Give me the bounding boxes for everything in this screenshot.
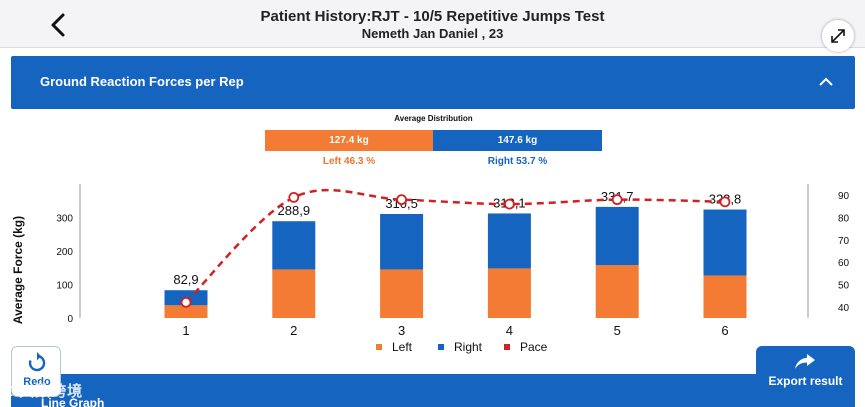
legend-left-swatch: [376, 344, 382, 350]
bar-total-label: 82,9: [173, 272, 198, 287]
legend-pace-swatch: [504, 344, 510, 350]
x-tick-label: 1: [182, 323, 189, 338]
line-graph-section[interactable]: Line Graph: [11, 374, 855, 407]
bar-left: [380, 269, 424, 318]
left-percent: Left 46.3 %: [322, 156, 376, 167]
watermark-text: Σ 大数跨境: [4, 383, 84, 400]
x-tick-label: 2: [290, 323, 297, 338]
legend-left: Left: [376, 340, 412, 354]
legend-pace: Pace: [504, 340, 547, 354]
legend-right-swatch: [438, 344, 444, 350]
y2-tick-label: 70: [838, 236, 850, 247]
bar-total-label: 288,9: [278, 203, 311, 218]
chevron-up-icon[interactable]: [817, 73, 835, 91]
back-button[interactable]: [44, 10, 74, 40]
patient-name: Nemeth Jan Daniel , 23: [361, 26, 504, 41]
right-distribution-bar: 147.6 kg: [433, 130, 602, 151]
y-tick-label: 100: [56, 281, 73, 292]
legend-right-label: Right: [454, 340, 483, 354]
pace-point: [719, 196, 731, 208]
bar-right: [380, 213, 424, 270]
pace-point: [611, 194, 623, 206]
redo-icon: [28, 352, 46, 372]
redo-button[interactable]: Redo: [11, 346, 61, 397]
bar-right: [487, 213, 531, 269]
export-result-label: Export result: [768, 374, 843, 388]
pace-line: [185, 188, 726, 304]
y-axis-label: Average Force (kg): [11, 216, 25, 324]
bar-left: [487, 268, 531, 318]
y-tick-label: 200: [56, 247, 73, 258]
page-title: Patient History:RJT - 10/5 Repetitive Ju…: [260, 8, 605, 25]
x-tick-label: 5: [614, 323, 621, 338]
bar-left: [164, 305, 208, 318]
chevron-left-icon: [51, 13, 65, 37]
bar-right: [703, 209, 747, 276]
y-tick-label: 0: [67, 314, 73, 325]
y2-tick-label: 90: [838, 191, 850, 202]
bar-left: [272, 269, 316, 318]
legend-left-label: Left: [392, 340, 413, 354]
pace-point: [180, 296, 192, 308]
fullscreen-button[interactable]: [822, 20, 854, 52]
export-result-button[interactable]: Export result: [756, 346, 855, 407]
x-tick-label: 6: [721, 323, 728, 338]
section-title: Ground Reaction Forces per Rep: [40, 74, 244, 89]
x-tick-label: 3: [398, 323, 405, 338]
left-distribution-bar: 127.4 kg: [265, 130, 433, 151]
x-tick-label: 4: [506, 323, 513, 338]
section-header[interactable]: Ground Reaction Forces per Rep: [11, 56, 855, 109]
legend-right: Right: [438, 340, 482, 354]
right-percent: Right 53.7 %: [487, 156, 548, 167]
y2-tick-label: 60: [838, 258, 850, 269]
y2-tick-label: 50: [838, 281, 850, 292]
force-chart: Average Force (kg) 0 100 200 300 40 50 60 70 80 9…: [11, 184, 850, 338]
pace-point: [503, 198, 515, 210]
y2-tick-label: 80: [838, 214, 850, 225]
y-tick-label: 300: [56, 214, 73, 225]
line-graph-title: Line Graph: [41, 396, 105, 407]
bar-left: [703, 275, 747, 318]
bar-left: [595, 265, 639, 318]
redo-label: Redo: [23, 376, 51, 388]
bar-right: [595, 206, 639, 266]
distribution-title: Average Distribution: [394, 114, 473, 123]
y2-tick-label: 40: [838, 303, 850, 314]
top-bar: Patient History:RJT - 10/5 Repetitive Ju…: [0, 0, 865, 52]
bar-right: [272, 221, 316, 270]
pace-point: [288, 191, 300, 203]
expand-icon: [831, 29, 845, 43]
pace-point: [396, 194, 408, 206]
legend-pace-label: Pace: [520, 340, 548, 354]
share-arrow-icon: [795, 354, 815, 369]
